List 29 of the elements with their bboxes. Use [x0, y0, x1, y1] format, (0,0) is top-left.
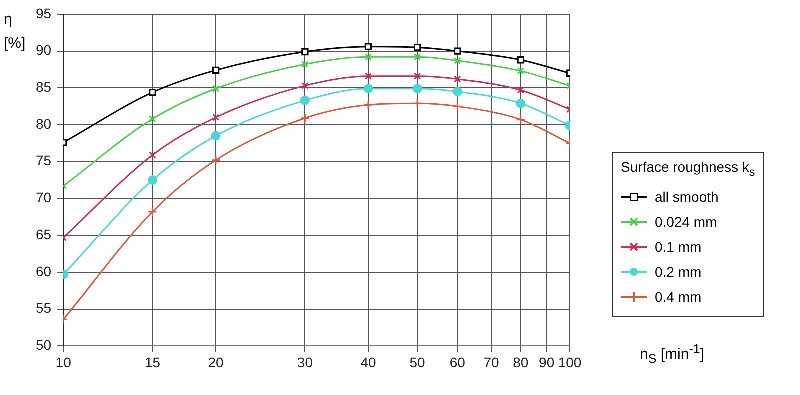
y-axis-title: η [%] — [4, 10, 27, 54]
x-tick-label: 80 — [513, 354, 529, 370]
legend-label: 0.1 mm — [655, 239, 702, 256]
x-tick-label: 30 — [297, 354, 314, 370]
y-tick-label: 70 — [36, 190, 52, 206]
legend-label: all smooth — [655, 189, 719, 206]
x-tick-label: 70 — [484, 354, 500, 370]
x-tick-label: 20 — [208, 354, 224, 370]
legend-title: Surface roughness k$_{s}$ — [621, 159, 756, 179]
y-tick-label: 50 — [36, 337, 52, 354]
y-tick-label: 80 — [36, 116, 52, 132]
y-tick-label: 90 — [36, 42, 52, 58]
x-tick-label: 60 — [450, 354, 466, 370]
x-tick-label: 50 — [410, 354, 426, 370]
y-tick-label: 60 — [36, 263, 52, 280]
x-tick-label: 100 — [558, 354, 582, 370]
legend-label: 0.4 mm — [655, 289, 702, 306]
y-tick-label: 65 — [36, 226, 52, 242]
x-tick-label: 40 — [360, 354, 376, 370]
y-tick-label: 85 — [36, 78, 52, 95]
y-tick-label: 55 — [36, 300, 52, 316]
x-tick-label: 10 — [56, 354, 72, 370]
legend-label: 0.2 mm — [655, 264, 702, 280]
x-tick-label: 15 — [144, 354, 161, 370]
x-axis-title: n$_{S}$ [min$^{-1}$] — [640, 342, 704, 366]
y-tick-label: 95 — [36, 5, 52, 22]
y-tick-label: 75 — [36, 152, 52, 169]
legend-label: 0.024 mm — [655, 214, 718, 230]
x-tick-label: 90 — [539, 354, 555, 370]
